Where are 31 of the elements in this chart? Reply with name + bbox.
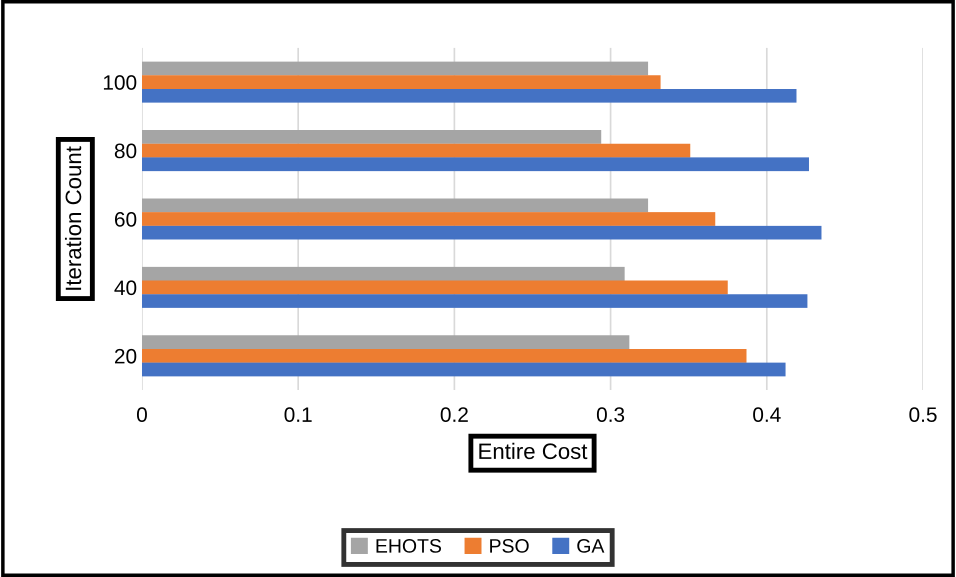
bar <box>142 144 690 158</box>
y-tick-label: 20 <box>114 348 136 364</box>
bar <box>142 348 746 363</box>
x-axis-title: Entire Cost <box>479 442 588 460</box>
x-tick-label: 0.3 <box>596 407 624 422</box>
x-tick-label: 0.2 <box>440 407 468 422</box>
bar <box>142 226 822 240</box>
bar <box>142 212 716 226</box>
bar <box>142 75 661 89</box>
bar <box>142 266 625 281</box>
bar <box>142 294 808 308</box>
y-tick-label: 60 <box>114 212 136 227</box>
y-tick-label: 40 <box>114 280 136 296</box>
y-axis-title: Iteration Count <box>64 146 82 290</box>
legend-label: PSO <box>490 539 529 553</box>
x-tick-label: 0.5 <box>909 407 937 422</box>
bar <box>142 198 648 212</box>
bar <box>142 130 602 144</box>
y-tick-label: 80 <box>114 144 136 158</box>
bar <box>142 362 786 376</box>
x-tick-label: 0 <box>136 407 147 422</box>
y-tick-label: 100 <box>104 75 136 90</box>
bar <box>142 335 630 349</box>
bar <box>142 157 809 172</box>
bar <box>142 62 648 76</box>
x-tick-label: 0.1 <box>284 407 312 422</box>
x-tick-label: 0.4 <box>753 407 781 422</box>
legend-label: EHOTS <box>376 539 442 553</box>
legend-label: GA <box>577 539 604 553</box>
bar <box>142 88 796 103</box>
bar <box>142 280 728 294</box>
